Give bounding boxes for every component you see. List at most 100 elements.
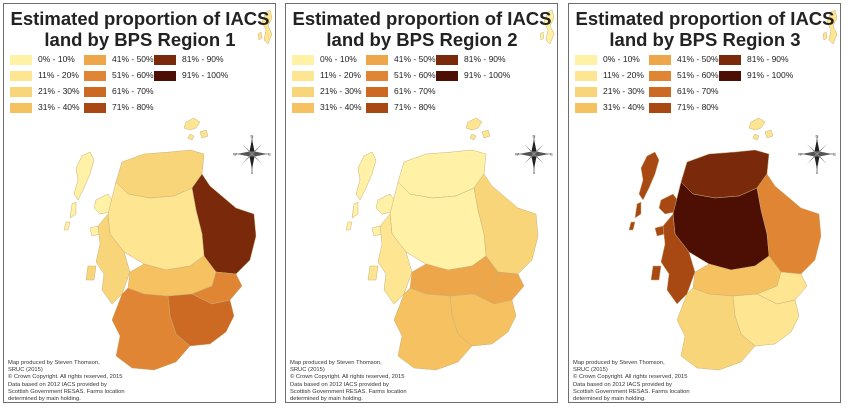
legend-label: 81% - 90%	[464, 54, 506, 64]
legend-item: 11% - 20%	[292, 68, 361, 82]
credit-line: SRUC (2015)	[573, 367, 608, 374]
legend-item: 51% - 60%	[649, 68, 719, 82]
legend-item: 91% - 100%	[719, 68, 793, 82]
compass-rose-icon: N S W E	[798, 134, 836, 174]
legend-label: 91% - 100%	[182, 70, 229, 80]
region-orkney	[183, 117, 209, 141]
legend-label: 31% - 40%	[320, 102, 362, 112]
scotland-map	[63, 9, 273, 371]
legend-label: 81% - 90%	[747, 54, 789, 64]
legend-item: 0% - 10%	[575, 52, 640, 66]
legend-label: 91% - 100%	[464, 70, 511, 80]
map-credits: Map produced by Steven Thomson, SRUC (201…	[8, 360, 188, 402]
map-title-line1: Estimated proportion of IACS	[292, 8, 552, 29]
map-legend: 0% - 10% 11% - 20% 21% - 30% 31% - 40% 41% -…	[575, 52, 797, 114]
legend-swatch	[719, 70, 741, 81]
legend-item: 61% - 70%	[649, 84, 719, 98]
legend-item: 21% - 30%	[10, 84, 80, 98]
legend-swatch	[10, 54, 32, 65]
legend-label: 11% - 20%	[320, 70, 361, 80]
legend-label: 21% - 30%	[320, 86, 362, 96]
legend-item: 11% - 20%	[575, 68, 644, 82]
credit-line: Scottish Government RESAS. Farms locatio…	[8, 388, 125, 395]
legend-swatch	[154, 54, 176, 65]
legend-label: 11% - 20%	[38, 70, 79, 80]
credit-line: Scottish Government RESAS. Farms locatio…	[290, 388, 407, 395]
legend-swatch	[719, 54, 741, 65]
legend-label: 71% - 80%	[394, 102, 436, 112]
legend-item: 31% - 40%	[575, 100, 645, 114]
legend-item: 0% - 10%	[10, 52, 75, 66]
legend-label: 71% - 80%	[677, 102, 719, 112]
legend-swatch	[649, 54, 671, 65]
credit-line: determined by main holding.	[573, 396, 646, 403]
region-southwest	[676, 287, 756, 371]
scotland-map	[345, 9, 555, 371]
legend-item: 71% - 80%	[366, 100, 436, 114]
region-orkney	[748, 117, 774, 141]
legend-swatch	[575, 70, 597, 81]
compass-rose-icon: N S W E	[515, 134, 553, 174]
credit-line: Map produced by Steven Thomson,	[290, 360, 382, 366]
map-title-line2: land by BPS Region 1	[44, 29, 236, 50]
legend-swatch	[84, 70, 106, 81]
legend-swatch	[84, 86, 106, 97]
credit-line: © Crown Copyright. All rights reserved, …	[290, 374, 405, 381]
map-title: Estimated proportion of IACS land by BPS…	[4, 8, 275, 50]
legend-swatch	[649, 70, 671, 81]
credit-line: Data based on 2012 IACS provided by	[573, 381, 672, 388]
legend-swatch	[575, 54, 597, 65]
legend-label: 51% - 60%	[112, 70, 154, 80]
legend-item: 61% - 70%	[366, 84, 436, 98]
legend-swatch	[154, 70, 176, 81]
legend-swatch	[366, 102, 388, 113]
legend-swatch	[10, 70, 32, 81]
legend-label: 0% - 10%	[320, 54, 357, 64]
legend-swatch	[10, 102, 32, 113]
legend-swatch	[366, 70, 388, 81]
map-credits: Map produced by Steven Thomson, SRUC (201…	[573, 360, 753, 403]
map-title-line1: Estimated proportion of IACS	[10, 8, 270, 29]
legend-item: 61% - 70%	[84, 84, 154, 98]
compass-west: W	[233, 152, 237, 157]
legend-item: 41% - 50%	[84, 52, 154, 66]
compass-rose-icon: N S W E	[233, 134, 271, 174]
legend-item: 31% - 40%	[292, 100, 362, 114]
legend-label: 51% - 60%	[677, 70, 719, 80]
legend-label: 41% - 50%	[112, 54, 154, 64]
credit-line: Map produced by Steven Thomson,	[8, 360, 100, 366]
legend-item: 71% - 80%	[84, 100, 154, 114]
legend-item: 41% - 50%	[366, 52, 436, 66]
legend-label: 51% - 60%	[394, 70, 436, 80]
legend-item: 91% - 100%	[154, 68, 228, 82]
legend-item: 91% - 100%	[436, 68, 510, 82]
credit-line: Map produced by Steven Thomson,	[573, 360, 665, 366]
legend-label: 71% - 80%	[112, 102, 154, 112]
legend-label: 61% - 70%	[394, 86, 436, 96]
legend-item: 81% - 90%	[436, 52, 506, 66]
region-southwest	[111, 287, 191, 371]
legend-item: 51% - 60%	[366, 68, 436, 82]
legend-label: 41% - 50%	[394, 54, 436, 64]
compass-west: W	[798, 152, 802, 157]
map-title: Estimated proportion of IACS land by BPS…	[569, 8, 840, 50]
credit-line: determined by main holding.	[290, 396, 363, 403]
legend-label: 81% - 90%	[182, 54, 224, 64]
map-credits: Map produced by Steven Thomson, SRUC (201…	[290, 360, 470, 403]
legend-item: 11% - 20%	[10, 68, 79, 82]
map-title: Estimated proportion of IACS land by BPS…	[286, 8, 557, 50]
compass-west: W	[515, 152, 519, 157]
compass-east: E	[268, 152, 271, 157]
legend-swatch	[84, 54, 106, 65]
legend-item: 51% - 60%	[84, 68, 154, 82]
region-orkney	[465, 117, 491, 141]
compass-north: N	[533, 134, 536, 139]
region-islands	[628, 151, 660, 231]
credit-line: © Crown Copyright. All rights reserved, …	[8, 374, 123, 381]
legend-swatch	[436, 70, 458, 81]
legend-swatch	[10, 86, 32, 97]
legend-label: 91% - 100%	[747, 70, 794, 80]
map-panel-region-3: Estimated proportion of IACS land by BPS…	[568, 3, 841, 403]
region-shetland	[539, 9, 555, 45]
compass-east: E	[833, 152, 836, 157]
